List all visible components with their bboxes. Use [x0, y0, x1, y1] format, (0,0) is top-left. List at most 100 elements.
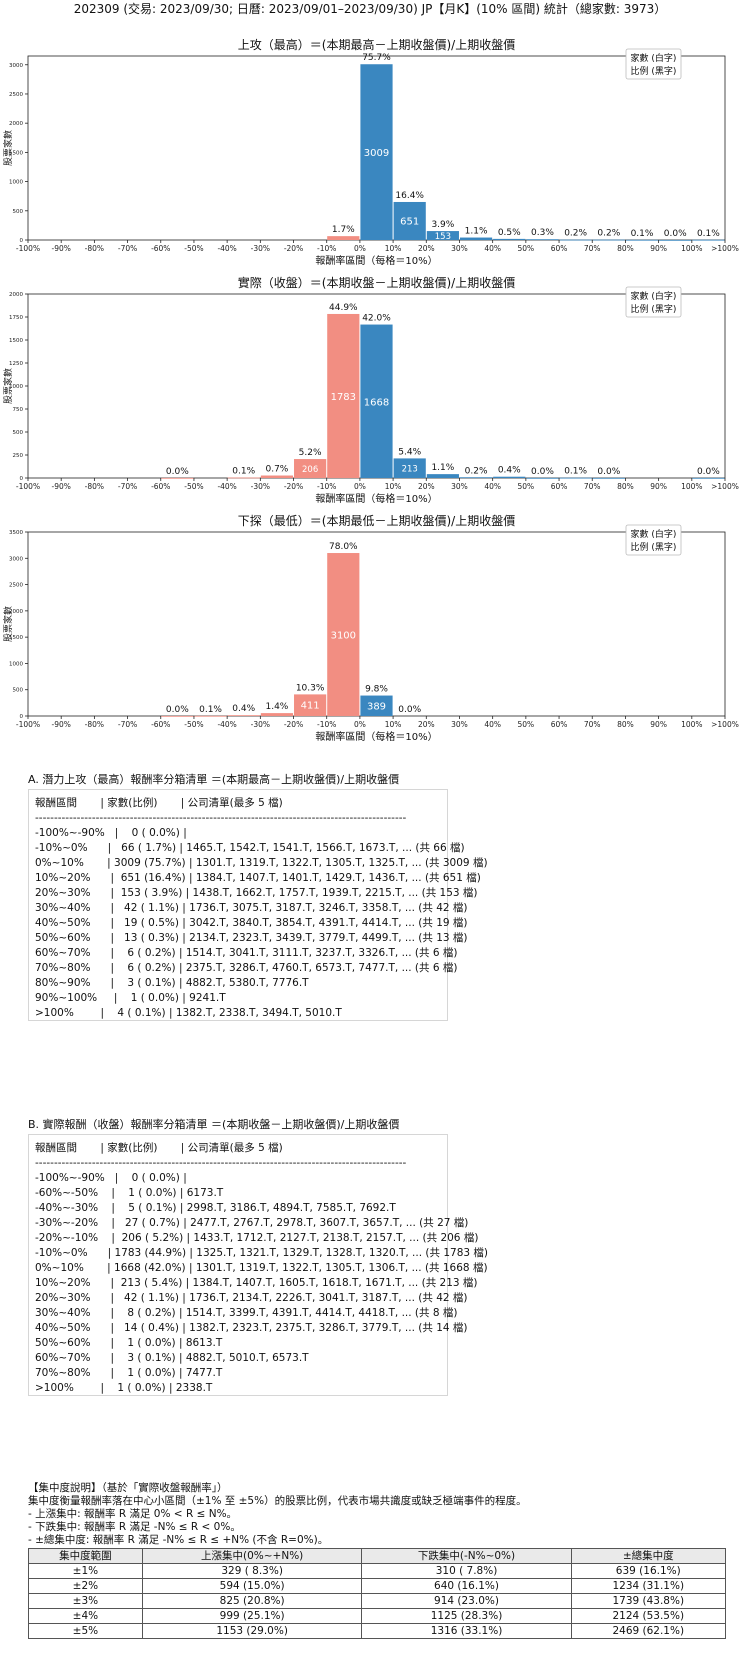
x-tick-label: 30%: [451, 482, 468, 491]
y-tick-label: 2500: [9, 92, 23, 98]
x-tick-label: -50%: [184, 720, 203, 729]
y-tick-label: 1500: [9, 338, 23, 344]
x-tick-label: -70%: [118, 720, 137, 729]
bar-percent-label: 0.4%: [232, 704, 255, 714]
x-tick-label: 0%: [354, 244, 366, 253]
table-cell: ±3%: [28, 1593, 143, 1609]
x-axis-label: 報酬率區間（每格＝10%）: [315, 254, 437, 267]
bar-percent-label: 0.0%: [664, 229, 687, 239]
y-tick-label: 0: [20, 238, 24, 244]
bar-percent-label: 1.7%: [332, 225, 355, 235]
chart-legend: 家數 (白字)比例 (黑字): [625, 286, 682, 318]
table-cell: 999 (25.1%): [141, 1608, 363, 1624]
bar-percent-label: 0.1%: [697, 229, 720, 239]
table-cell: 1153 (29.0%): [141, 1623, 363, 1639]
x-tick-label: 100%: [681, 244, 702, 253]
histogram-bar: [161, 715, 194, 717]
histogram-bar: [426, 474, 459, 478]
x-tick-label: 20%: [418, 720, 435, 729]
histogram-bar: [559, 477, 592, 479]
x-tick-label: 70%: [584, 720, 601, 729]
chart-close: 實際（收盤）＝(本期收盤－上期收盤價)/上期收盤價 0 250 500 750 1000 1…: [2, 275, 739, 505]
summary-note: - 上漲集中: 報酬率 R 滿足 0% < R ≤ N%。: [28, 1508, 238, 1520]
histogram-bar: [459, 477, 493, 479]
x-tick-label: >100%: [711, 720, 739, 729]
x-tick-label: 20%: [418, 244, 435, 253]
y-tick-label: 0: [20, 714, 24, 720]
x-tick-label: 40%: [484, 244, 501, 253]
legend-count-entry: 家數 (白字): [631, 52, 677, 64]
bar-percent-label: 0.7%: [265, 465, 288, 475]
table-cell: 1739 (43.8%): [570, 1593, 727, 1609]
bar-percent-label: 5.4%: [398, 447, 421, 457]
table-cell: 1125 (28.3%): [361, 1608, 572, 1624]
legend-count-entry: 家數 (白字): [631, 528, 677, 540]
table-cell: 914 (23.0%): [361, 1593, 572, 1609]
bar-count-label: 206: [302, 465, 318, 475]
section-a-list: 報酬區間 | 家數(比例) | 公司清單(最多 5 檔) -----------…: [35, 797, 488, 1019]
bar-percent-label: 44.9%: [329, 303, 358, 313]
bar-percent-label: 0.0%: [597, 467, 620, 477]
x-tick-label: -70%: [118, 482, 137, 491]
y-tick-label: 750: [13, 407, 24, 413]
bar-percent-label: 78.0%: [329, 542, 358, 552]
bar-percent-label: 0.0%: [166, 705, 189, 715]
histogram-bar: [393, 458, 426, 478]
x-tick-label: -30%: [251, 244, 270, 253]
x-tick-label: >100%: [711, 482, 739, 491]
concentration-table: 集中度範圍 上漲集中(0%~+N%) 下跌集中(-N%~0%) ±總集中度 ±1…: [28, 1548, 727, 1639]
histogram-bar: [327, 313, 360, 478]
y-tick-label: 1000: [9, 180, 23, 186]
x-tick-label: 10%: [385, 720, 402, 729]
x-tick-label: -80%: [85, 720, 104, 729]
x-tick-label: -70%: [118, 244, 137, 253]
summary-note: - ±總集中度: 報酬率 R 滿足 -N% ≤ R ≤ +N% (不含 R=0%…: [28, 1534, 329, 1546]
x-tick-label: 100%: [681, 720, 702, 729]
y-tick-label: 2000: [9, 609, 23, 615]
histogram-bar: [294, 459, 327, 478]
summary-description: 集中度衡量報酬率落在中心小區間（±1% 至 ±5%）的股票比例，代表市場共識度或…: [28, 1495, 527, 1507]
table-cell: 594 (15.0%): [141, 1578, 363, 1594]
histogram-bar: [625, 239, 659, 241]
bar-percent-label: 1.4%: [265, 702, 288, 712]
x-tick-label: 60%: [551, 720, 568, 729]
histogram-bar: [592, 239, 625, 241]
x-tick-label: -20%: [284, 720, 303, 729]
chart-low: 下探（最低）＝(本期最低－上期收盤價)/上期收盤價 0 500 1000 1500 200…: [2, 514, 739, 743]
y-tick-label: 250: [13, 453, 24, 459]
y-axis-label: 股票家數: [2, 368, 14, 404]
table-cell: 640 (16.1%): [361, 1578, 572, 1594]
x-tick-label: 10%: [385, 244, 402, 253]
histogram-bar: [493, 238, 526, 240]
table-header: 上漲集中(0%~+N%): [141, 1548, 363, 1564]
table-header: ±總集中度: [570, 1548, 727, 1564]
bar-percent-label: 0.2%: [465, 466, 488, 476]
bar-percent-label: 0.2%: [564, 229, 587, 239]
histogram-bar: [260, 713, 294, 716]
bar-percent-label: 0.1%: [232, 467, 255, 477]
y-tick-label: 1000: [9, 384, 23, 390]
y-tick-label: 2000: [9, 121, 23, 127]
bar-count-label: 411: [301, 701, 320, 712]
x-tick-label: -40%: [217, 244, 236, 253]
y-tick-label: 3000: [9, 556, 23, 562]
table-row: ±1% 329 ( 8.3%) 310 ( 7.8%) 639 (16.1%): [28, 1563, 727, 1579]
x-tick-label: 70%: [584, 244, 601, 253]
x-tick-label: 80%: [617, 482, 634, 491]
x-tick-label: 90%: [650, 482, 667, 491]
x-tick-label: 90%: [650, 244, 667, 253]
histogram-bar: [692, 239, 725, 241]
x-tick-label: -90%: [51, 244, 70, 253]
bar-percent-label: 0.1%: [631, 229, 654, 239]
x-tick-label: 50%: [518, 244, 535, 253]
chart-legend: 家數 (白字)比例 (黑字): [625, 524, 682, 556]
legend-count-entry: 家數 (白字): [631, 290, 677, 302]
y-tick-label: 1500: [9, 150, 23, 156]
bar-percent-label: 0.1%: [199, 705, 222, 715]
summary-heading: 【集中度說明】（基於「實際收盤報酬率」）: [28, 1482, 228, 1494]
bar-percent-label: 0.0%: [697, 467, 720, 477]
chart-legend: 家數 (白字)比例 (黑字): [625, 48, 682, 80]
bar-percent-label: 5.2%: [299, 448, 322, 458]
table-cell: 2469 (62.1%): [570, 1623, 727, 1639]
legend-box: [625, 48, 682, 80]
